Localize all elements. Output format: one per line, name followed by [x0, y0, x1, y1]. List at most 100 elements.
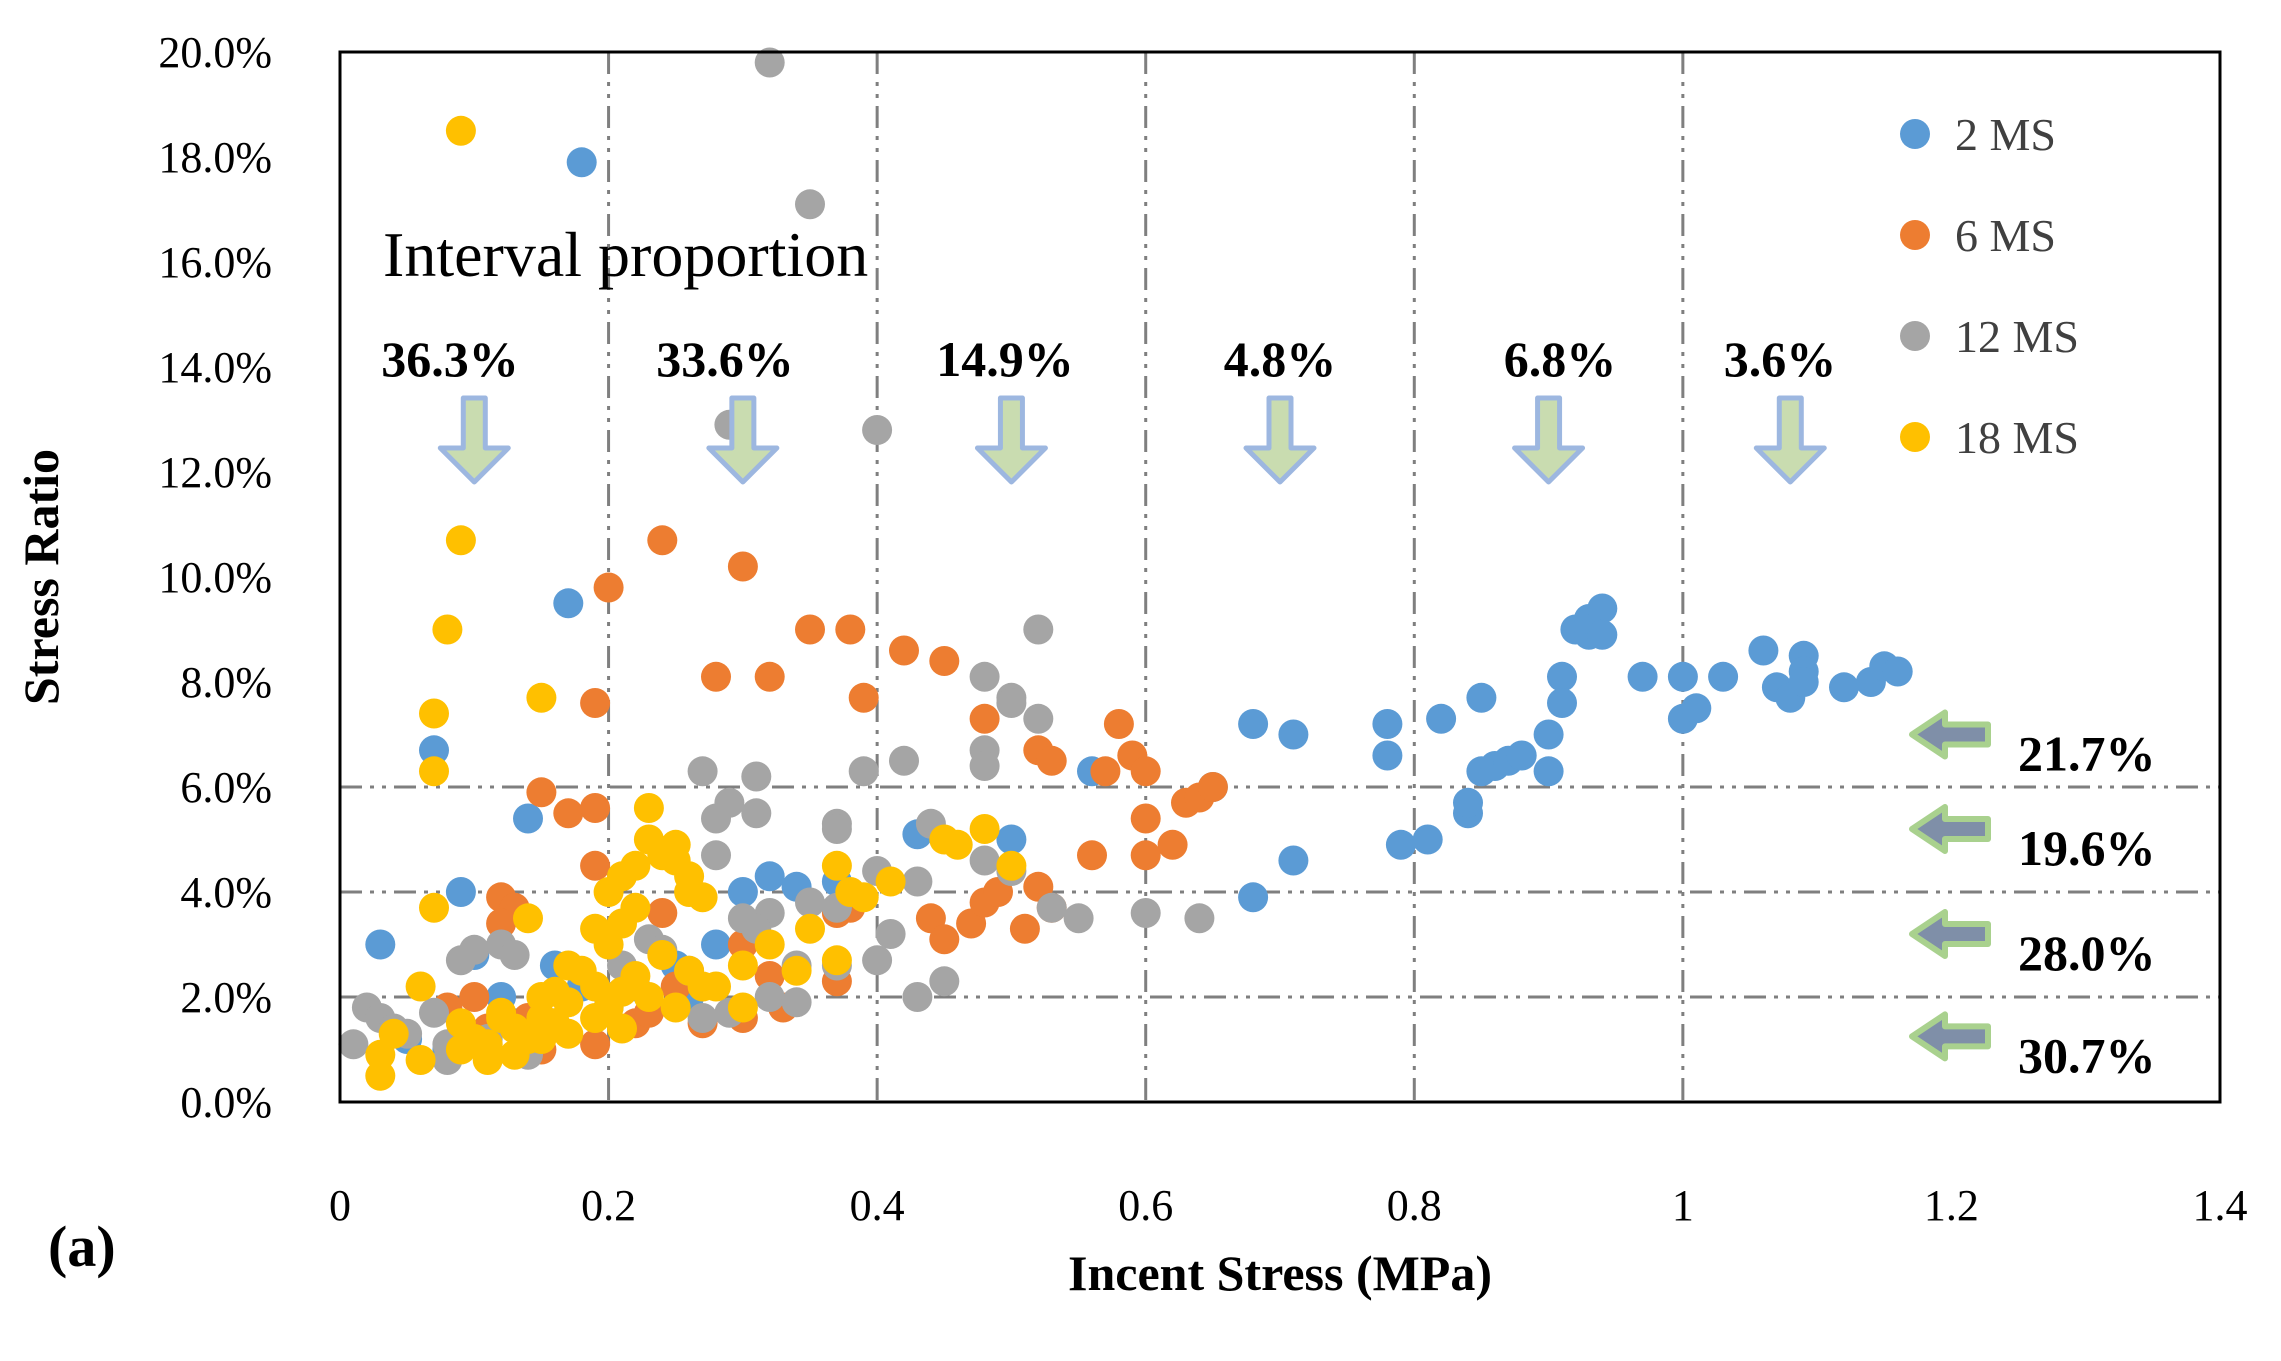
- point-18-ms-69: [553, 1018, 584, 1049]
- point-2-ms-31: [1453, 787, 1483, 818]
- y-tick-label: 4.0%: [180, 868, 272, 917]
- panel-label: (a): [48, 1214, 116, 1279]
- point-2-ms-12: [701, 929, 731, 960]
- x-tick-label: 0: [329, 1181, 351, 1230]
- point-12-ms-14: [741, 761, 772, 792]
- point-12-ms-4: [1023, 614, 1054, 645]
- point-6-ms-46: [459, 982, 490, 1012]
- point-12-ms-0: [754, 47, 785, 78]
- plot-frame: [338, 50, 2222, 1104]
- x-tick-label: 0.4: [850, 1181, 905, 1230]
- point-18-ms-0: [445, 115, 476, 146]
- point-2-ms-57: [1829, 672, 1859, 703]
- point-6-ms-24: [1090, 756, 1121, 787]
- point-6-ms-23: [1197, 772, 1228, 802]
- point-12-ms-13: [687, 756, 718, 787]
- point-6-ms-20: [1077, 840, 1107, 871]
- point-2-ms-13: [727, 877, 758, 907]
- point-18-ms-28: [660, 992, 691, 1023]
- point-12-ms-8: [1023, 703, 1054, 734]
- point-6-ms-17: [1130, 803, 1161, 834]
- x-tick-label: 0.6: [1118, 1181, 1173, 1230]
- left-arrow-icon: [1909, 804, 1991, 854]
- point-18-ms-35: [633, 793, 664, 823]
- point-18-ms-72: [526, 1003, 557, 1033]
- point-18-ms-10: [365, 1060, 396, 1091]
- point-2-ms-23: [1238, 882, 1269, 913]
- y-tick-label: 16.0%: [158, 238, 272, 287]
- y-tick-label: 10.0%: [158, 553, 272, 602]
- x-interval-percent: 6.8%: [1504, 331, 1617, 387]
- point-2-ms-22: [1278, 719, 1309, 750]
- point-18-ms-51: [754, 929, 785, 960]
- x-interval-percent: 3.6%: [1724, 331, 1837, 387]
- point-2-ms-39: [1547, 661, 1577, 692]
- down-arrow-icon: [974, 395, 1048, 485]
- point-6-ms-13: [1036, 745, 1067, 776]
- x-axis-label: Incent Stress (MPa): [1068, 1245, 1492, 1301]
- point-18-ms-48: [553, 950, 584, 981]
- point-18-ms-58: [875, 866, 906, 897]
- point-18-ms-24: [607, 1013, 637, 1044]
- point-12-ms-57: [445, 945, 476, 976]
- point-2-ms-29: [1426, 703, 1457, 734]
- point-18-ms-62: [996, 850, 1027, 881]
- point-18-ms-33: [620, 850, 651, 881]
- point-18-ms-27: [647, 940, 678, 970]
- point-2-ms-60: [1882, 656, 1913, 687]
- y-tick-label: 20.0%: [158, 28, 272, 77]
- point-6-ms-10: [929, 646, 960, 676]
- point-2-ms-49: [1681, 693, 1712, 724]
- point-6-ms-7: [835, 614, 866, 645]
- point-2-ms-51: [1748, 635, 1779, 666]
- point-18-ms-68: [526, 1024, 557, 1054]
- point-18-ms-41: [687, 882, 718, 913]
- down-arrow-icon: [437, 395, 511, 485]
- legend-entry: 18 MS: [1955, 412, 2079, 463]
- legend-marker-icon: [1900, 119, 1930, 149]
- point-18-ms-60: [942, 829, 973, 860]
- point-6-ms-1: [647, 525, 678, 556]
- point-18-ms-67: [499, 1013, 530, 1044]
- y-tick-label: 0.0%: [180, 1078, 272, 1127]
- point-18-ms-50: [727, 950, 758, 981]
- point-6-ms-49: [580, 1029, 611, 1060]
- point-2-ms-27: [1385, 829, 1416, 860]
- point-6-ms-34: [754, 961, 785, 991]
- y-tick-label: 8.0%: [180, 658, 272, 707]
- point-2-ms-40: [1547, 688, 1577, 718]
- point-18-ms-71: [607, 976, 637, 1007]
- point-6-ms-6: [795, 614, 825, 645]
- point-2-ms-3: [513, 803, 543, 834]
- interval-dividers: [340, 52, 2220, 1102]
- point-18-ms-65: [445, 1008, 476, 1039]
- y-tick-label: 6.0%: [180, 763, 272, 812]
- point-2-ms-56: [1788, 667, 1819, 697]
- point-2-ms-50: [1708, 661, 1739, 692]
- left-arrow-icon: [1909, 1011, 1991, 1062]
- x-interval-percent: 36.3%: [381, 331, 519, 387]
- legend-entry: 6 MS: [1955, 210, 2056, 261]
- point-18-ms-47: [539, 976, 570, 1007]
- point-2-ms-4: [553, 588, 584, 619]
- down-arrow-icon: [1243, 395, 1317, 485]
- y-interval-percent: 19.6%: [2018, 820, 2156, 876]
- point-2-ms-46: [1627, 661, 1658, 692]
- legend-entry: 12 MS: [1955, 311, 2079, 362]
- point-2-ms-28: [1412, 824, 1443, 855]
- point-6-ms-14: [1103, 709, 1134, 739]
- point-2-ms-24: [1278, 845, 1309, 876]
- point-18-ms-70: [580, 1003, 611, 1033]
- point-6-ms-8: [848, 682, 879, 713]
- legend-entry: 2 MS: [1955, 109, 2056, 160]
- data-points: [338, 47, 1913, 1091]
- point-12-ms-34: [781, 987, 812, 1018]
- point-2-ms-5: [566, 147, 597, 178]
- point-12-ms-3: [862, 415, 893, 445]
- down-arrow-icon: [1753, 395, 1827, 485]
- point-2-ms-44: [1587, 593, 1618, 624]
- point-18-ms-46: [513, 903, 543, 934]
- point-12-ms-42: [687, 1003, 718, 1033]
